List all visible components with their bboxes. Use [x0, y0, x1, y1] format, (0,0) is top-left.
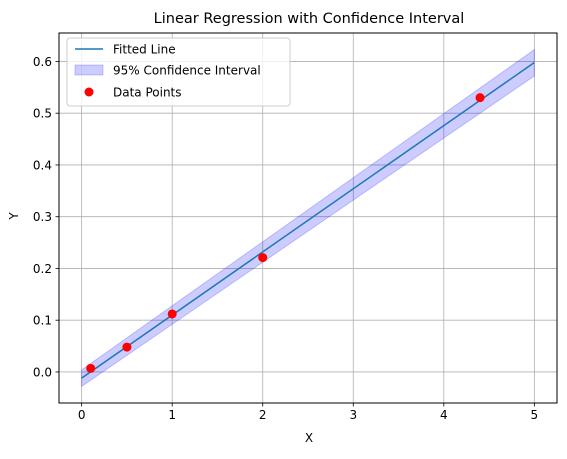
y-tick-label: 0.6: [33, 55, 52, 69]
chart-title: Linear Regression with Confidence Interv…: [154, 11, 465, 27]
x-tick-label: 1: [168, 408, 176, 422]
plot-frame: [58, 32, 558, 404]
y-tick-label: 0.5: [33, 107, 52, 121]
data-points-layer: [86, 93, 485, 373]
legend-box: [66, 37, 291, 107]
data-point: [86, 363, 96, 373]
legend-label-fitted-line: Fitted Line: [113, 43, 176, 57]
legend: Fitted Line 95% Confidence Interval Data…: [66, 37, 291, 107]
y-tick-label: 0.2: [33, 262, 52, 276]
x-tick-label: 4: [440, 408, 448, 422]
fitted-line: [81, 61, 535, 379]
x-tick-label: 5: [531, 408, 539, 422]
legend-label-confidence-interval: 95% Confidence Interval: [113, 64, 261, 78]
data-point: [258, 253, 268, 263]
y-tick-label: 0.4: [33, 158, 52, 172]
legend-swatch-confidence-interval: [74, 64, 104, 76]
y-axis-label: Y: [7, 212, 21, 221]
data-point: [122, 342, 132, 352]
x-ticks: 0 1 2 3 4 5: [78, 403, 538, 422]
data-point: [167, 309, 177, 319]
y-tick-label: 0.3: [33, 210, 52, 224]
x-tick-label: 2: [259, 408, 267, 422]
y-tick-label: 0.1: [33, 314, 52, 328]
x-tick-label: 3: [349, 408, 357, 422]
fitted-line-layer: [81, 61, 535, 379]
confidence-band: [81, 48, 535, 388]
data-point: [475, 93, 485, 103]
confidence-band-layer: [81, 48, 535, 388]
x-tick-label: 0: [78, 408, 86, 422]
legend-label-data-points: Data Points: [113, 86, 182, 100]
y-tick-label: 0.0: [33, 365, 52, 379]
y-ticks: 0.0 0.1 0.2 0.3 0.4 0.5 0.6: [33, 55, 59, 379]
legend-swatch-data-points: [84, 87, 94, 97]
x-axis-label: X: [305, 431, 313, 445]
